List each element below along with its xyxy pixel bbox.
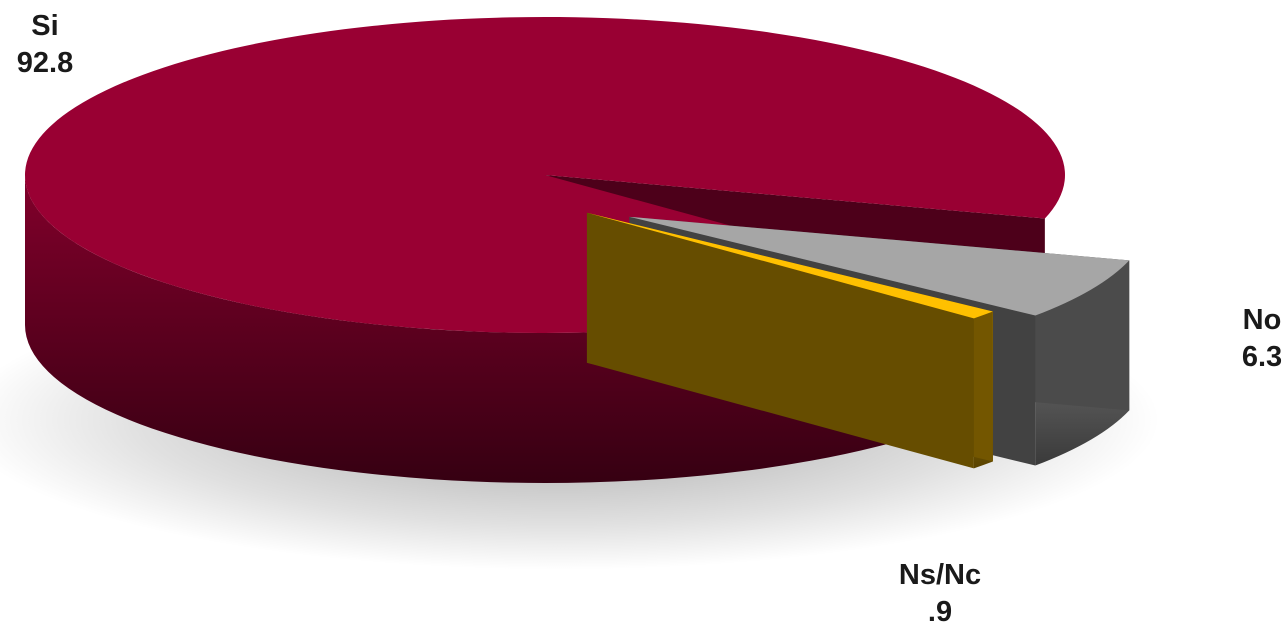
pie-slice-side-si	[24, 175, 932, 484]
pie-slice-top-no	[629, 216, 1130, 316]
slice-name-ns-nc: Ns/Nc	[898, 559, 982, 591]
slice-value-ns-nc: .9	[927, 596, 953, 628]
slice-label-ns-nc: Ns/Nc .9	[880, 557, 1000, 631]
pie-slice-top-ns-nc	[586, 212, 993, 319]
slice-label-no: No 6.3	[1228, 302, 1287, 376]
slice-label-si: Si 92.8	[0, 8, 90, 82]
slice-name-no: No	[1242, 304, 1282, 336]
pie-slice-ns-nc	[586, 212, 993, 469]
pie-slice-face2-ns-nc	[586, 212, 974, 469]
slice-value-no: 6.3	[1241, 341, 1283, 373]
slice-value-si: 92.8	[16, 47, 74, 79]
slice-name-si: Si	[31, 10, 59, 42]
